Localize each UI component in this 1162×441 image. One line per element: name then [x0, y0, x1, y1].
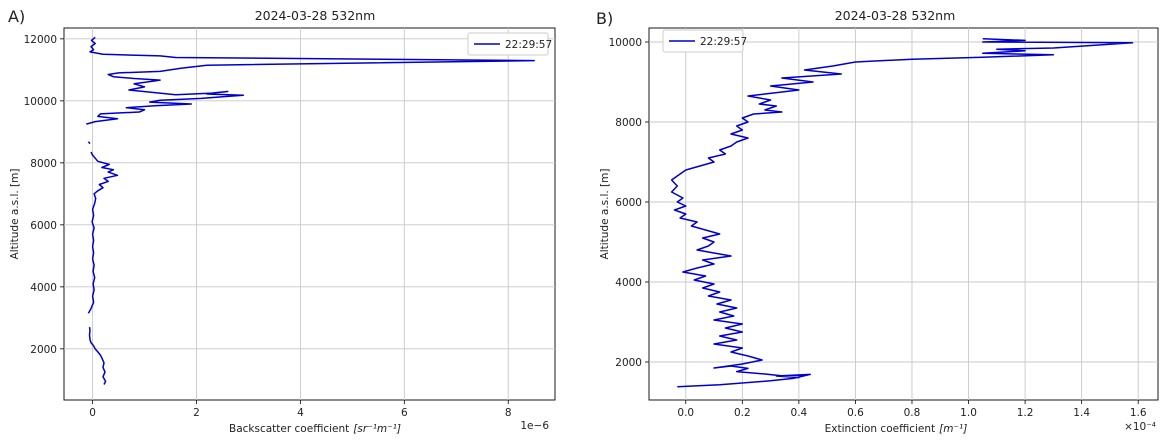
- y-tick-label: 4000: [30, 282, 57, 294]
- chart-title-b: 2024-03-28 532nm: [835, 8, 956, 23]
- x-axis-label-a: Backscatter coefficient [sr⁻¹m⁻¹]: [229, 423, 401, 435]
- x-axis-label-b-unit: [m⁻¹]: [939, 423, 967, 435]
- x-tick-label: 0.2: [734, 407, 751, 419]
- chart-panel-a: A) 2024-03-28 532nm Altitude a.s.l. [m] …: [8, 7, 556, 435]
- series-line: [87, 151, 119, 314]
- series-line: [670, 38, 1134, 388]
- x-offset-text-a: 1e−6: [520, 420, 549, 432]
- series-b: [670, 38, 1134, 388]
- y-axis-label-a: Altitude a.s.l. [m]: [9, 169, 21, 260]
- x-tick-label: 0.0: [677, 407, 694, 419]
- x-tick-label: 8: [505, 407, 512, 419]
- y-tick-label: 4000: [615, 277, 642, 289]
- ticks-b: 0.0 0.2 0.4 0.6 0.8 1.0 1.2 1.4 1.6 2000 4000 6000 8…: [609, 37, 1147, 419]
- legend-label-b: 22:29:57: [700, 36, 747, 48]
- y-tick-label: 12000: [24, 34, 57, 46]
- x-tick-label: 0.8: [904, 407, 921, 419]
- grid-a: [63, 27, 556, 401]
- y-axis-label-b: Altitude a.s.l. [m]: [599, 169, 611, 260]
- x-tick-label: 1.6: [1130, 407, 1147, 419]
- series-line: [87, 141, 91, 145]
- chart-panel-b: B) 2024-03-28 532nm Altitude a.s.l. [m] …: [596, 8, 1159, 435]
- panel-label-b: B): [596, 9, 613, 28]
- y-tick-label: 2000: [615, 357, 642, 369]
- x-tick-label: 0.6: [847, 407, 864, 419]
- x-axis-label-a-unit: [sr⁻¹m⁻¹]: [353, 423, 401, 435]
- plot-frame: [63, 27, 556, 401]
- series-line: [88, 326, 107, 385]
- grid-b: [648, 27, 1159, 401]
- x-tick-label: 4: [297, 407, 304, 419]
- series-line: [86, 36, 535, 125]
- legend-box-b: [662, 29, 744, 53]
- y-tick-label: 6000: [30, 220, 57, 232]
- x-axis-label-b-text: Extinction coefficient: [825, 423, 936, 435]
- y-tick-label: 8000: [615, 117, 642, 129]
- series-a: [86, 36, 535, 385]
- legend-b: 22:29:57: [662, 29, 747, 53]
- plot-frame: [648, 27, 1159, 401]
- x-tick-label: 1.4: [1073, 407, 1090, 419]
- panel-label-a: A): [8, 7, 25, 26]
- x-tick-label: 6: [401, 407, 408, 419]
- legend-label-a: 22:29:57: [505, 39, 552, 51]
- x-axis-label-a-text: Backscatter coefficient: [229, 423, 349, 435]
- y-tick-label: 6000: [615, 197, 642, 209]
- x-tick-label: 2: [193, 407, 200, 419]
- x-tick-label: 1.2: [1017, 407, 1034, 419]
- x-axis-label-b: Extinction coefficient [m⁻¹]: [825, 423, 968, 435]
- legend-a: 22:29:57: [467, 32, 552, 56]
- y-tick-label: 2000: [30, 344, 57, 356]
- legend-box-a: [467, 32, 549, 56]
- y-tick-label: 10000: [24, 96, 57, 108]
- x-tick-label: 0.4: [791, 407, 808, 419]
- ticks-a: 0 2 4 6 8 2000 4000 6000 8000 10000 12000: [24, 34, 512, 419]
- y-tick-label: 10000: [609, 37, 642, 49]
- y-tick-label: 8000: [30, 158, 57, 170]
- chart-title-a: 2024-03-28 532nm: [255, 8, 376, 23]
- x-tick-label: 1.0: [960, 407, 977, 419]
- x-offset-text-b: ×10⁻⁴: [1124, 421, 1156, 433]
- x-tick-label: 0: [89, 407, 96, 419]
